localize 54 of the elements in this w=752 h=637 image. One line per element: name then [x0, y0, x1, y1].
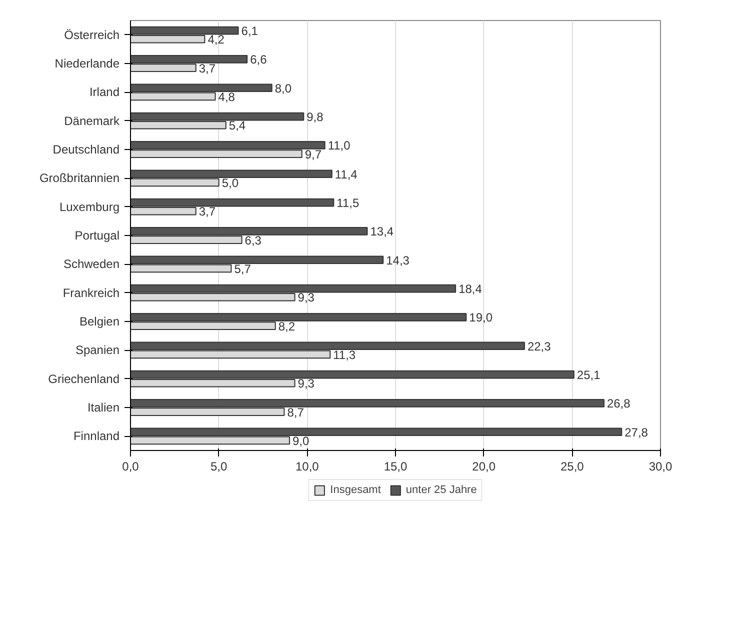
- y-tick-label: Dänemark: [64, 114, 120, 128]
- data-label: 18,4: [458, 282, 482, 296]
- y-tick-label: Irland: [89, 85, 120, 100]
- x-tick-label: 15,0: [384, 460, 408, 474]
- data-label: 6,3: [244, 233, 262, 248]
- y-tick-label: Belgien: [79, 314, 120, 328]
- data-label: 5,0: [222, 176, 239, 190]
- data-label: 3,7: [198, 61, 216, 76]
- y-tick-label: Österreich: [64, 28, 120, 42]
- legend-label: unter 25 Jahre: [406, 484, 477, 496]
- data-label: 9,3: [298, 290, 315, 305]
- y-tick-label: Finnland: [73, 429, 120, 444]
- data-label: 11,4: [334, 167, 358, 182]
- data-label: 8,7: [287, 405, 304, 420]
- data-label: 4,2: [208, 32, 225, 47]
- data-label: 5,7: [234, 262, 252, 276]
- data-label: 8,2: [278, 319, 296, 334]
- y-tick-label: Schweden: [63, 257, 120, 272]
- x-tick-label: 10,0: [295, 460, 320, 474]
- y-tick-label: Deutschland: [52, 142, 120, 156]
- data-label: 8,0: [274, 81, 292, 96]
- legend-label: Insgesamt: [330, 484, 381, 496]
- y-tick-label: Griechenland: [48, 372, 120, 386]
- data-label: 22,3: [527, 339, 552, 354]
- data-label: 9,8: [306, 110, 324, 124]
- data-label: 13,4: [370, 224, 394, 239]
- data-label: 5,4: [228, 118, 246, 133]
- data-label: 27,8: [624, 425, 648, 440]
- data-label: 9,3: [298, 376, 315, 391]
- data-label: 9,0: [292, 434, 310, 448]
- x-tick-label: 25,0: [560, 460, 584, 474]
- data-label: 11,3: [333, 348, 356, 362]
- data-label: 6,6: [250, 52, 268, 67]
- data-label: 11,5: [336, 196, 360, 210]
- x-tick-label: 5,0: [210, 460, 228, 474]
- data-label: 6,1: [241, 24, 258, 38]
- data-label: 9,7: [304, 147, 322, 162]
- y-tick-label: Italien: [87, 400, 120, 414]
- data-label: 26,8: [606, 396, 631, 411]
- x-tick-label: 0,0: [122, 460, 140, 474]
- y-tick-label: Frankreich: [62, 286, 120, 300]
- y-tick-label: Luxemburg: [59, 200, 120, 214]
- y-tick-label: Großbritannien: [39, 171, 120, 186]
- data-label: 4,8: [218, 90, 236, 104]
- x-tick-label: 20,0: [472, 460, 496, 474]
- data-label: 25,1: [576, 368, 601, 382]
- data-label: 11,0: [328, 138, 351, 153]
- x-tick-label: 30,0: [648, 460, 673, 474]
- y-tick-label: Spanien: [75, 343, 120, 358]
- data-label: 14,3: [386, 253, 410, 268]
- data-label: 19,0: [469, 310, 493, 325]
- data-label: 3,7: [198, 204, 216, 219]
- y-tick-label: Niederlande: [54, 56, 120, 70]
- y-tick-label: Portugal: [74, 228, 120, 242]
